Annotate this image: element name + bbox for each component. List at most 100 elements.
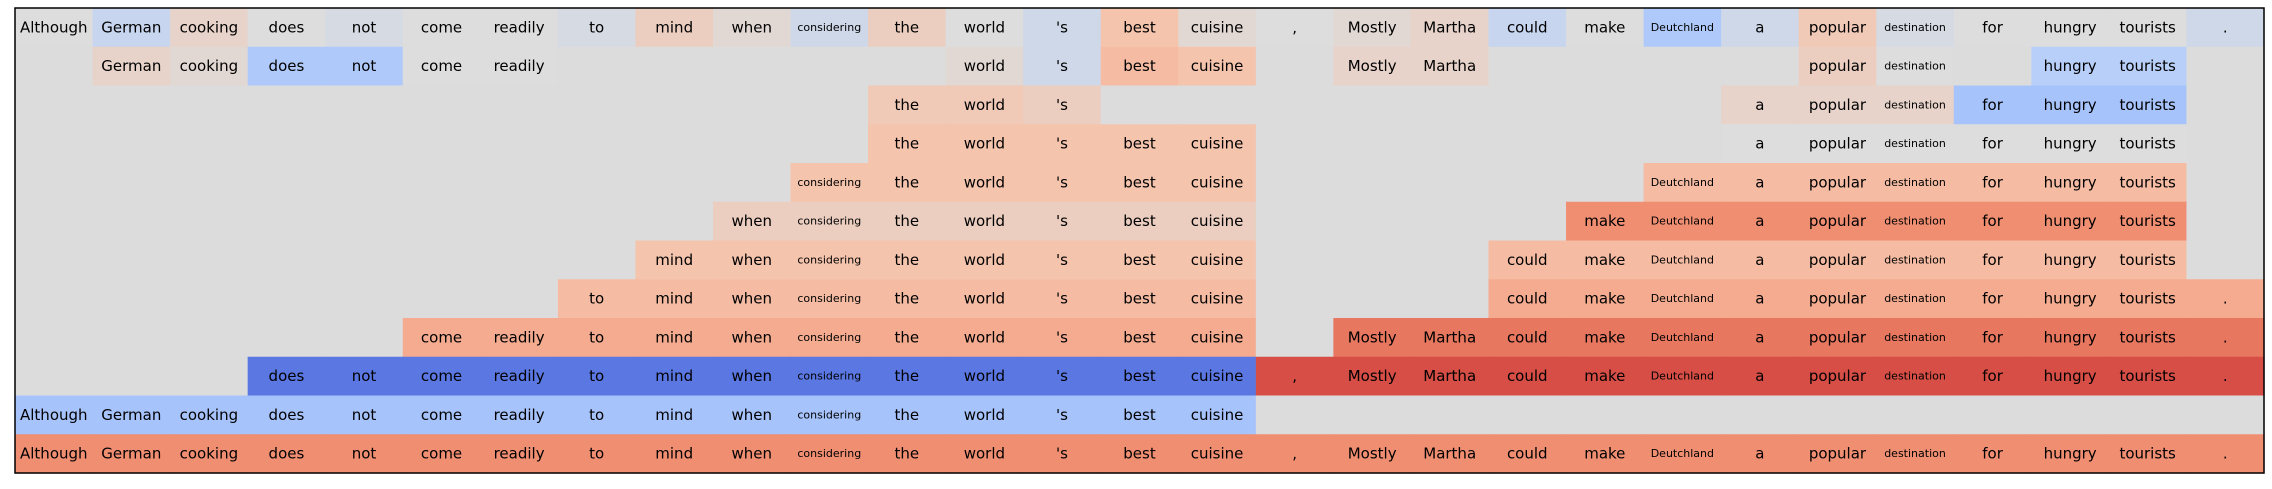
token-label: does [269, 367, 305, 385]
heatmap-cell [92, 434, 171, 474]
token-label: the [895, 290, 920, 308]
heatmap-cell [2031, 395, 2110, 435]
heatmap-cell [1410, 85, 1490, 125]
heatmap-cell [1721, 356, 1800, 397]
token-label: Martha [1423, 328, 1476, 346]
heatmap-cell [1488, 356, 1567, 397]
token-label: best [1123, 135, 1156, 153]
heatmap-cell [868, 318, 947, 358]
token-label: hungry [2044, 290, 2097, 308]
token-label: best [1123, 251, 1156, 269]
heatmap-cell [1410, 279, 1490, 319]
heatmap-cell [1410, 395, 1490, 435]
token-label: Deutchland [1651, 21, 1714, 34]
heatmap-cell [868, 201, 947, 242]
heatmap-cell [2108, 279, 2188, 319]
token-label: world [964, 212, 1005, 230]
token-label: German [101, 57, 161, 75]
heatmap-cell [790, 434, 869, 474]
token-label: destination [1884, 253, 1946, 266]
heatmap-cell [1100, 318, 1179, 358]
heatmap-cell [15, 279, 94, 319]
heatmap-cell [790, 8, 869, 48]
token-label: destination [1884, 176, 1946, 189]
heatmap-cell [1721, 124, 1800, 164]
token-label: cuisine [1191, 57, 1244, 75]
token-label: 's [1056, 57, 1068, 75]
token-label: when [731, 328, 772, 346]
token-label: hungry [2044, 251, 2097, 269]
heatmap-cell [170, 356, 249, 397]
heatmap-cell [1876, 279, 1955, 319]
heatmap-cell [2108, 46, 2188, 87]
heatmap-cell [2186, 124, 2265, 164]
token-label: cuisine [1191, 290, 1244, 308]
heatmap-cell [15, 318, 94, 358]
heatmap-cell [1566, 318, 1645, 358]
heatmap-cell [1798, 240, 1877, 280]
heatmap-cell [868, 279, 947, 319]
heatmap-cell [15, 356, 94, 397]
heatmap-cell [1953, 395, 2032, 435]
token-label: the [895, 251, 920, 269]
heatmap-cell [1566, 46, 1645, 87]
heatmap-cell [945, 201, 1024, 242]
heatmap-cell [1100, 356, 1179, 397]
token-label: a [1755, 212, 1764, 230]
heatmap-cell [402, 318, 481, 358]
heatmap-cell [1178, 434, 1257, 474]
heatmap-cell [1643, 434, 1722, 474]
heatmap-cell [1255, 46, 1334, 87]
token-label: for [1982, 328, 2003, 346]
token-label: 's [1056, 367, 1068, 385]
token-label: considering [797, 253, 861, 266]
heatmap-cell [1643, 240, 1722, 280]
heatmap-cell [1023, 434, 1102, 474]
heatmap-cell [1798, 8, 1877, 48]
token-label: could [1507, 445, 1548, 463]
heatmap-cell [1178, 279, 1257, 319]
heatmap-cell [1566, 85, 1645, 125]
token-label: readily [494, 445, 545, 463]
token-label: make [1584, 290, 1625, 308]
token-label: the [895, 18, 920, 36]
token-label: cuisine [1191, 328, 1244, 346]
heatmap-cell [1643, 395, 1722, 435]
token-label: Mostly [1348, 18, 1397, 36]
heatmap-cell [1100, 434, 1179, 474]
heatmap-cell [402, 163, 481, 203]
heatmap-cell [945, 8, 1024, 48]
token-label: when [731, 18, 772, 36]
heatmap-cell [1410, 163, 1490, 203]
token-label: Although [20, 406, 88, 424]
heatmap-cell [480, 8, 559, 48]
heatmap-cell [1798, 124, 1877, 164]
token-label: when [731, 290, 772, 308]
heatmap-cell [2108, 395, 2188, 435]
heatmap-cell [325, 434, 404, 474]
heatmap-cell [1100, 279, 1179, 319]
heatmap-cell [247, 163, 326, 203]
heatmap-cell [247, 201, 326, 242]
token-label: cooking [180, 406, 238, 424]
token-label: popular [1809, 18, 1867, 36]
heatmap-cell [868, 8, 947, 48]
token-label: best [1123, 173, 1156, 191]
token-label: Deutchland [1651, 215, 1714, 228]
heatmap-cell [1876, 356, 1955, 397]
heatmap-cell [712, 356, 792, 397]
heatmap-cell [2031, 201, 2110, 242]
heatmap-cell [15, 395, 94, 435]
heatmap-cell [2108, 85, 2188, 125]
heatmap-cell [1566, 434, 1645, 474]
token-label: German [101, 406, 161, 424]
heatmap-cell [1488, 395, 1567, 435]
heatmap-cell [712, 46, 792, 87]
token-label: for [1982, 367, 2003, 385]
token-label: hungry [2044, 367, 2097, 385]
token-label: cuisine [1191, 367, 1244, 385]
heatmap-cell [1178, 395, 1257, 435]
token-label: destination [1884, 215, 1946, 228]
heatmap-cell [790, 85, 869, 125]
heatmap-cell [557, 395, 637, 435]
